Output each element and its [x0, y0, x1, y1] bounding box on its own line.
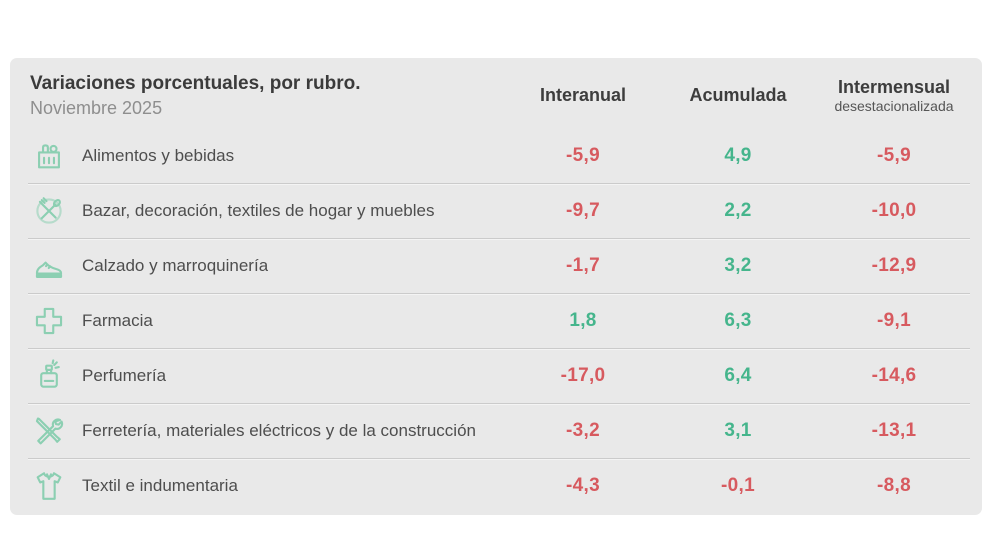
- row-label-cell: Bazar, decoración, textiles de hogar y m…: [28, 193, 508, 229]
- value-acumulada: 3,1: [724, 420, 752, 441]
- value-acumulada: 6,4: [724, 365, 752, 386]
- column-header-label: Intermensual: [837, 76, 951, 97]
- row-label: Bazar, decoración, textiles de hogar y m…: [82, 201, 435, 220]
- groceries-icon: [31, 138, 67, 174]
- table-row: Farmacia 1,8 6,3 -9,1: [28, 293, 970, 348]
- value-acumulada: 3,2: [724, 255, 752, 276]
- table-row: Perfumería -17,0 6,4 -14,6: [28, 348, 970, 403]
- value-acumulada: 6,3: [724, 310, 752, 331]
- table-row: Bazar, decoración, textiles de hogar y m…: [28, 183, 970, 238]
- value-intermensual: -13,1: [871, 420, 917, 441]
- row-label: Ferretería, materiales eléctricos y de l…: [82, 421, 476, 440]
- table-header: Variaciones porcentuales, por rubro. Nov…: [28, 58, 970, 128]
- value-intermensual: -5,9: [877, 144, 911, 166]
- table-row: Textil e indumentaria -4,3 -0,1 -8,8: [28, 458, 970, 513]
- row-label: Farmacia: [82, 311, 153, 330]
- table-row: Ferretería, materiales eléctricos y de l…: [28, 403, 970, 458]
- tools-icon: [31, 413, 67, 449]
- value-intermensual: -8,8: [877, 475, 911, 496]
- row-label-cell: Textil e indumentaria: [28, 468, 508, 504]
- row-label-cell: Perfumería: [28, 358, 508, 394]
- value-acumulada: 2,2: [724, 200, 752, 221]
- period-subtitle: Noviembre 2025: [30, 97, 163, 118]
- column-header-label: Interanual: [539, 85, 627, 106]
- column-header-intermensual: Intermensual desestacionalizada: [818, 76, 970, 114]
- column-header-interanual: Interanual: [508, 85, 658, 106]
- tshirt-icon: [31, 468, 67, 504]
- value-interanual: -9,7: [566, 200, 600, 221]
- value-intermensual: -12,9: [871, 255, 917, 276]
- cutlery-icon: [31, 193, 67, 229]
- row-label-cell: Calzado y marroquinería: [28, 248, 508, 284]
- value-interanual: -3,2: [566, 420, 600, 441]
- column-header-label: Acumulada: [689, 85, 787, 106]
- perfume-icon: [31, 358, 67, 394]
- row-label-cell: Alimentos y bebidas: [28, 138, 508, 174]
- table-row: Calzado y marroquinería -1,7 3,2 -12,9: [28, 238, 970, 293]
- variations-table-panel: Variaciones porcentuales, por rubro. Nov…: [10, 58, 982, 515]
- value-interanual: 1,8: [569, 310, 597, 331]
- pharmacy-cross-icon: [31, 303, 67, 339]
- shoe-icon: [31, 248, 67, 284]
- page-title: Variaciones porcentuales, por rubro.: [30, 72, 361, 94]
- title-block: Variaciones porcentuales, por rubro. Nov…: [28, 73, 508, 119]
- value-acumulada: -0,1: [721, 475, 755, 496]
- row-label-cell: Farmacia: [28, 303, 508, 339]
- column-header-sublabel: desestacionalizada: [834, 97, 954, 114]
- table-row: Alimentos y bebidas -5,9 4,9 -5,9: [28, 128, 970, 183]
- row-label: Textil e indumentaria: [82, 476, 238, 495]
- value-intermensual: -9,1: [877, 310, 911, 331]
- value-acumulada: 4,9: [724, 144, 752, 166]
- value-intermensual: -14,6: [871, 365, 917, 386]
- row-label: Alimentos y bebidas: [82, 145, 235, 165]
- row-label-cell: Ferretería, materiales eléctricos y de l…: [28, 413, 508, 449]
- value-interanual: -5,9: [566, 144, 600, 166]
- row-label: Calzado y marroquinería: [82, 256, 269, 275]
- value-interanual: -1,7: [566, 255, 600, 276]
- value-interanual: -4,3: [566, 475, 600, 496]
- row-label: Perfumería: [82, 366, 167, 385]
- column-header-acumulada: Acumulada: [658, 85, 818, 106]
- value-interanual: -17,0: [560, 365, 606, 386]
- table-body: Alimentos y bebidas -5,9 4,9 -5,9 Bazar,…: [28, 128, 970, 513]
- value-intermensual: -10,0: [871, 200, 917, 221]
